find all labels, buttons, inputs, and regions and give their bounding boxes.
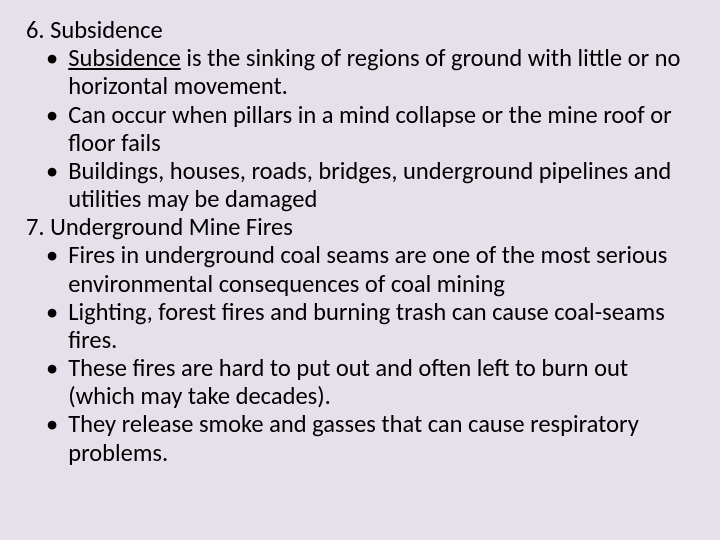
bullet-text: Can occur when pillars in a mind collaps… (68, 101, 694, 157)
slide-content: 6. Subsidence • Subsidence is the sinkin… (26, 16, 694, 467)
bullet-text: Subsidence is the sinking of regions of … (68, 44, 694, 100)
bullet-text: Lighting, forest fires and burning trash… (68, 298, 694, 354)
bullet-text: They release smoke and gasses that can c… (68, 410, 694, 466)
bullet-icon: • (46, 298, 58, 354)
bullet-icon: • (46, 354, 58, 410)
underlined-term: Subsidence (68, 43, 181, 73)
bullet-text: These fires are hard to put out and ofte… (68, 354, 694, 410)
list-item: • Buildings, houses, roads, bridges, und… (46, 157, 694, 213)
bullet-text: Fires in underground coal seams are one … (68, 241, 694, 297)
section-7-heading: 7. Underground Mine Fires (26, 213, 694, 241)
list-item: • These fires are hard to put out and of… (46, 354, 694, 410)
list-item: • Can occur when pillars in a mind colla… (46, 101, 694, 157)
bullet-icon: • (46, 44, 58, 100)
bullet-icon: • (46, 410, 58, 466)
list-item: • Subsidence is the sinking of regions o… (46, 44, 694, 100)
bullet-icon: • (46, 157, 58, 213)
list-item: • They release smoke and gasses that can… (46, 410, 694, 466)
section-6-heading: 6. Subsidence (26, 16, 694, 44)
bullet-text: Buildings, houses, roads, bridges, under… (68, 157, 694, 213)
list-item: • Lighting, forest fires and burning tra… (46, 298, 694, 354)
list-item: • Fires in underground coal seams are on… (46, 241, 694, 297)
bullet-icon: • (46, 241, 58, 297)
bullet-icon: • (46, 101, 58, 157)
